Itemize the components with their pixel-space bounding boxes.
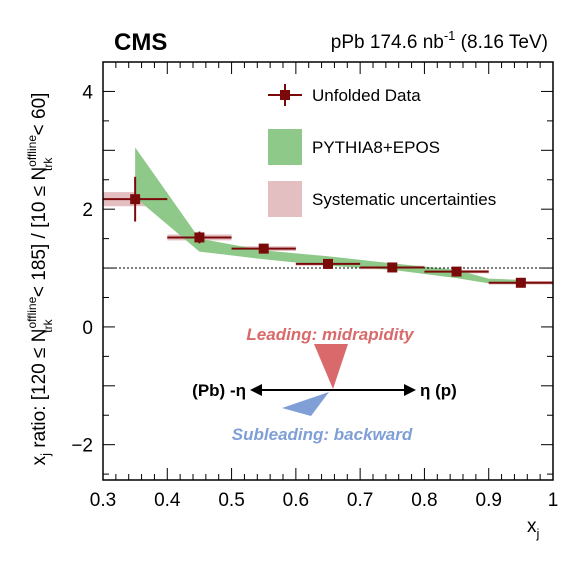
x-tick-label: 0.8 [411, 490, 437, 511]
lumi-prefix: pPb 174.6 nb [331, 32, 444, 53]
x-tick-label: 0.6 [283, 490, 309, 511]
rapidity-diagram: Leading: midrapidity (Pb) -η η (p) Suble… [192, 325, 457, 444]
y-title-part1: x [29, 455, 50, 465]
eta-left-label: (Pb) -η [192, 381, 246, 400]
data-point-1 [167, 231, 232, 244]
legend-data-label: Unfolded Data [312, 86, 421, 105]
experiment-label: CMS [114, 29, 167, 56]
data-marker-1 [194, 232, 205, 243]
data-marker-4 [387, 262, 398, 273]
legend-model-label: PYTHIA8+EPOS [312, 138, 440, 157]
luminosity-label: pPb 174.6 nb-1 (8.16 TeV) [331, 28, 548, 53]
leading-label: Leading: midrapidity [246, 325, 415, 344]
x-tick-label: 0.4 [154, 490, 181, 511]
y-axis-title: xj ratio: [120 ≤ Noffline trk < 185] / [1… [25, 93, 55, 466]
y-tick-label: 4 [82, 82, 93, 103]
lumi-suffix: (8.16 TeV) [455, 32, 548, 53]
x-tick-label: 1 [548, 490, 559, 511]
x-tick-label: 0.3 [90, 490, 116, 511]
data-marker-0 [130, 194, 141, 205]
arrow-right-head [404, 384, 416, 396]
eta-right-label: η (p) [420, 381, 457, 400]
plot-frame [102, 61, 554, 481]
x-title-main: x [527, 516, 537, 537]
y-title-part3: < 185] / [10 ≤ N [29, 167, 50, 303]
legend: Unfolded Data PYTHIA8+EPOS Systematic un… [268, 84, 496, 217]
model-band [135, 147, 521, 284]
data-point-3 [295, 258, 361, 269]
legend-model-swatch [268, 129, 302, 165]
legend-syst-swatch [268, 181, 302, 217]
subleading-triangle [282, 392, 329, 416]
lumi-sup: -1 [444, 28, 456, 43]
y-title-sub1: trk [41, 318, 55, 332]
legend-syst-label: Systematic uncertainties [312, 190, 496, 209]
arrow-left-head [250, 384, 262, 396]
model-band-layer [135, 147, 521, 284]
x-tick-label: 0.7 [347, 490, 373, 511]
y-tick-label: 0 [82, 318, 93, 339]
x-axis-title: xj [527, 516, 540, 541]
data-point-5 [424, 266, 489, 277]
y-title-part1-sub: j [38, 453, 53, 457]
data-point-6 [488, 277, 553, 288]
data-point-0 [103, 176, 168, 222]
x-title-sub: j [536, 526, 540, 541]
y-title-part2: ratio: [120 ≤ N [29, 329, 50, 453]
y-tick-label: 2 [82, 200, 93, 221]
axes: 0.3 0.4 0.5 0.6 0.7 0.8 0.9 1 −2 0 2 4 [71, 61, 559, 511]
x-tick-label: 0.9 [476, 490, 502, 511]
data-points [103, 176, 553, 288]
data-marker-2 [258, 243, 269, 254]
y-tick-label: −2 [71, 436, 93, 457]
leading-triangle [314, 344, 348, 389]
data-marker-3 [323, 258, 333, 269]
y-title-sup1: offline [25, 296, 39, 328]
data-point-4 [360, 262, 425, 273]
legend-data-marker [268, 84, 302, 106]
data-marker-5 [451, 266, 462, 277]
y-title-sub2: trk [41, 157, 55, 171]
data-point-2 [231, 243, 296, 254]
subleading-label: Subleading: backward [232, 425, 413, 444]
x-tick-label: 0.5 [218, 490, 244, 511]
data-marker-6 [515, 277, 526, 288]
y-title-part4: < 60] [29, 93, 50, 141]
y-title-sup2: offline [25, 135, 39, 167]
